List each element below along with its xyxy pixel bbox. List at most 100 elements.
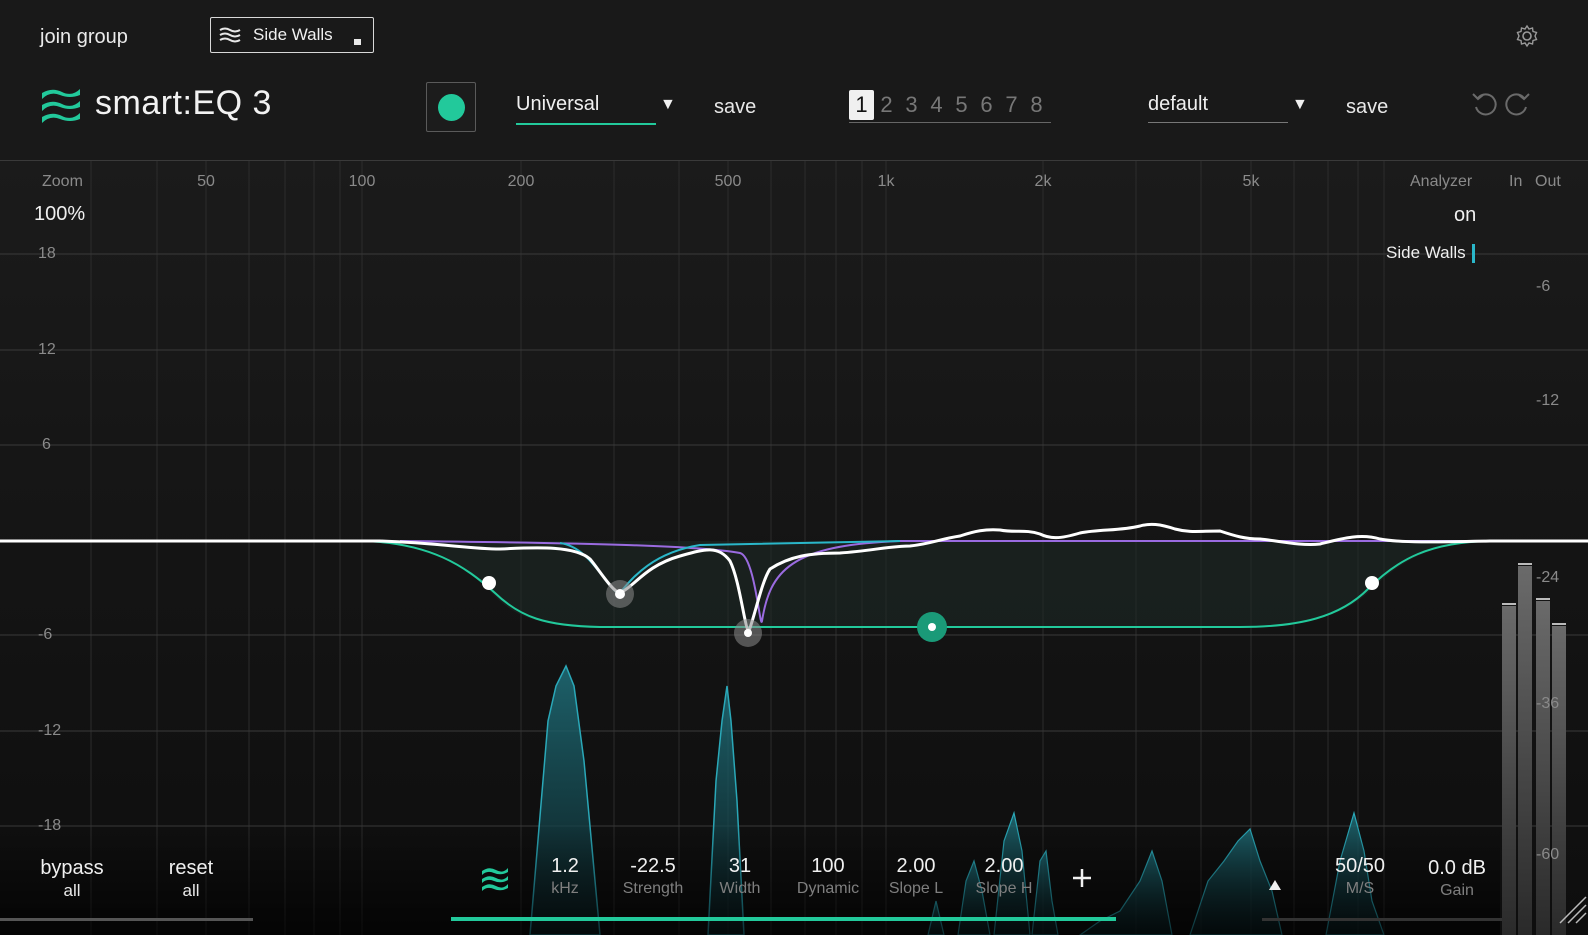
gain-label-minus12: -12 — [38, 722, 62, 739]
group-layers-icon[interactable] — [480, 865, 510, 891]
side-eq-curve — [399, 540, 1588, 623]
meter-label-minus12: -12 — [1536, 392, 1560, 409]
triangle-down-icon[interactable]: ▼ — [1292, 96, 1308, 113]
dynamic-value: 100 — [811, 855, 845, 877]
band-1-handle[interactable] — [615, 589, 625, 599]
profile-selector[interactable]: Universal — [516, 93, 656, 125]
slot-7[interactable]: 7 — [1005, 92, 1018, 117]
sonible-logo-icon — [42, 89, 80, 123]
slope-high-value: 2.00 — [984, 855, 1024, 877]
analyzer-toggle[interactable]: on — [1454, 204, 1477, 226]
slot-5[interactable]: 5 — [955, 92, 968, 117]
band-2-handle[interactable] — [744, 629, 752, 637]
mid-side-label: M/S — [1345, 880, 1375, 897]
group-name: Side Walls — [253, 25, 333, 44]
triangle-down-icon[interactable]: ▼ — [660, 96, 676, 113]
reset-all-button[interactable]: reset all — [169, 856, 213, 902]
preset-selector[interactable]: default — [1148, 93, 1288, 123]
profile-name: Universal — [516, 93, 600, 115]
high-cut-handle[interactable] — [1365, 576, 1379, 590]
band-scrollbar-right[interactable] — [1262, 918, 1502, 921]
redo-icon[interactable] — [1502, 89, 1532, 119]
undo-icon[interactable] — [1470, 89, 1500, 119]
eq-display[interactable]: Zoom 100% 50 100 200 500 1k 2k 5k 18 12 … — [0, 161, 1588, 935]
slot-1[interactable]: 1 — [849, 90, 874, 120]
width-label: Width — [719, 880, 761, 897]
band-scrollbar-left[interactable] — [0, 918, 253, 921]
dynamic-control[interactable]: 100 Dynamic — [797, 854, 859, 900]
meter-label-minus6: -6 — [1536, 278, 1551, 295]
meter-label-minus36: -36 — [1536, 695, 1560, 712]
gain-control[interactable]: 0.0 dB Gain — [1428, 856, 1486, 902]
gain-label-minus6: -6 — [38, 626, 53, 643]
gain-value: 0.0 dB — [1428, 857, 1486, 879]
slot-3[interactable]: 3 — [905, 92, 918, 117]
frequency-control[interactable]: 1.2 kHz — [551, 854, 579, 900]
zoom-value[interactable]: 100% — [34, 203, 86, 225]
frequency-value: 1.2 — [551, 855, 579, 877]
group-eq-curve — [359, 540, 1588, 628]
frequency-unit: kHz — [551, 880, 579, 897]
group-selector[interactable]: Side Walls — [210, 17, 374, 53]
freq-label-1k: 1k — [877, 173, 895, 190]
gain-label-6: 6 — [42, 436, 51, 453]
legend-swatch — [1472, 244, 1475, 263]
strength-value: -22.5 — [630, 855, 676, 877]
slot-2[interactable]: 2 — [880, 92, 893, 117]
width-value: 31 — [728, 855, 752, 877]
layers-icon — [219, 27, 241, 43]
band-scrollbar-active[interactable] — [451, 917, 1116, 921]
bypass-sub-label: all — [63, 881, 81, 900]
freq-label-100: 100 — [348, 173, 376, 190]
gain-label-minus18: -18 — [38, 817, 62, 834]
slot-8[interactable]: 8 — [1030, 92, 1043, 117]
product-title: smart:EQ 3 — [95, 84, 272, 122]
preset-save-button[interactable]: save — [1346, 96, 1389, 118]
dynamic-label: Dynamic — [796, 880, 860, 897]
legend-group-name: Side Walls — [1386, 243, 1466, 262]
mid-side-control[interactable]: 50/50 M/S — [1335, 854, 1385, 900]
level-meters — [1502, 563, 1566, 935]
mid-side-value: 50/50 — [1334, 855, 1386, 877]
preset-name: default — [1148, 93, 1209, 115]
freq-label-200: 200 — [507, 173, 535, 190]
freq-label-500: 500 — [714, 173, 742, 190]
low-cut-handle[interactable] — [482, 576, 496, 590]
slope-high-control[interactable]: 2.00 Slope H — [976, 854, 1033, 900]
power-indicator — [438, 94, 465, 121]
resize-corner-icon — [354, 39, 361, 45]
gear-icon[interactable] — [1514, 23, 1540, 49]
bottom-fade — [0, 821, 1500, 935]
header-bar: join group Side Walls smart:EQ 3 Univers… — [0, 0, 1588, 161]
analyzer-label: Analyzer — [1410, 173, 1473, 190]
width-control[interactable]: 31 Width — [720, 854, 761, 900]
meter-label-minus24: -24 — [1536, 569, 1560, 586]
strength-label: Strength — [622, 880, 684, 897]
gain-label-18: 18 — [38, 245, 56, 262]
freq-label-5k: 5k — [1242, 173, 1260, 190]
slope-low-control[interactable]: 2.00 Slope L — [889, 854, 943, 900]
gain-label-12: 12 — [38, 341, 56, 358]
bypass-label: bypass — [40, 857, 104, 879]
slope-low-label: Slope L — [888, 880, 944, 897]
meter-label-minus60: -60 — [1536, 846, 1560, 863]
slot-6[interactable]: 6 — [980, 92, 993, 117]
triangle-up-icon[interactable] — [1268, 879, 1282, 891]
profile-save-button[interactable]: save — [714, 96, 757, 118]
snapshot-slots: 1 2 3 4 5 6 7 8 — [849, 90, 1051, 123]
resize-grip-icon[interactable] — [1559, 896, 1587, 924]
slope-high-label: Slope H — [975, 880, 1033, 897]
group-filter-area — [380, 541, 1490, 626]
zoom-label: Zoom — [42, 173, 83, 190]
slot-4[interactable]: 4 — [930, 92, 943, 117]
strength-control[interactable]: -22.5 Strength — [623, 854, 683, 900]
join-group-label[interactable]: join group — [40, 26, 128, 48]
meter-out-label: Out — [1535, 173, 1561, 190]
bypass-all-button[interactable]: bypass all — [40, 856, 103, 902]
plus-icon[interactable] — [1071, 867, 1093, 889]
power-button[interactable] — [426, 82, 476, 132]
slope-low-value: 2.00 — [896, 855, 936, 877]
eq-graph[interactable] — [0, 161, 1588, 935]
meter-in-label: In — [1509, 173, 1523, 190]
freq-label-50: 50 — [197, 173, 215, 190]
